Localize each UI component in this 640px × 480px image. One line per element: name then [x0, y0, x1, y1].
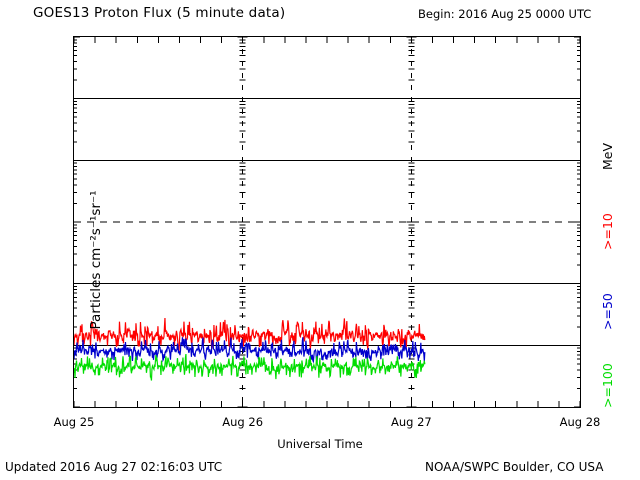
plot-canvas [74, 37, 580, 407]
legend-label-100: >=100 [600, 363, 615, 408]
x-tick-label: Aug 25 [53, 415, 95, 429]
proton-flux-plot: Particles cm⁻²s⁻¹sr⁻¹ [73, 36, 581, 408]
x-tick-label: Aug 28 [559, 415, 601, 429]
legend-label-10: >=10 [600, 213, 615, 250]
updated-timestamp: Updated 2016 Aug 27 02:16:03 UTC [5, 460, 223, 474]
begin-timestamp: Begin: 2016 Aug 25 0000 UTC [418, 7, 592, 21]
x-tick-label: Aug 27 [390, 415, 432, 429]
flux-traces [74, 37, 580, 407]
y-axis-label: Particles cm⁻²s⁻¹sr⁻¹ [88, 190, 104, 330]
page-title: GOES13 Proton Flux (5 minute data) [33, 5, 286, 21]
x-axis-label: Universal Time [277, 437, 363, 451]
agency-credit: NOAA/SWPC Boulder, CO USA [425, 460, 604, 474]
legend-label-50: >=50 [600, 293, 615, 330]
x-tick-label: Aug 26 [222, 415, 264, 429]
legend-label-mev: MeV [600, 142, 615, 170]
